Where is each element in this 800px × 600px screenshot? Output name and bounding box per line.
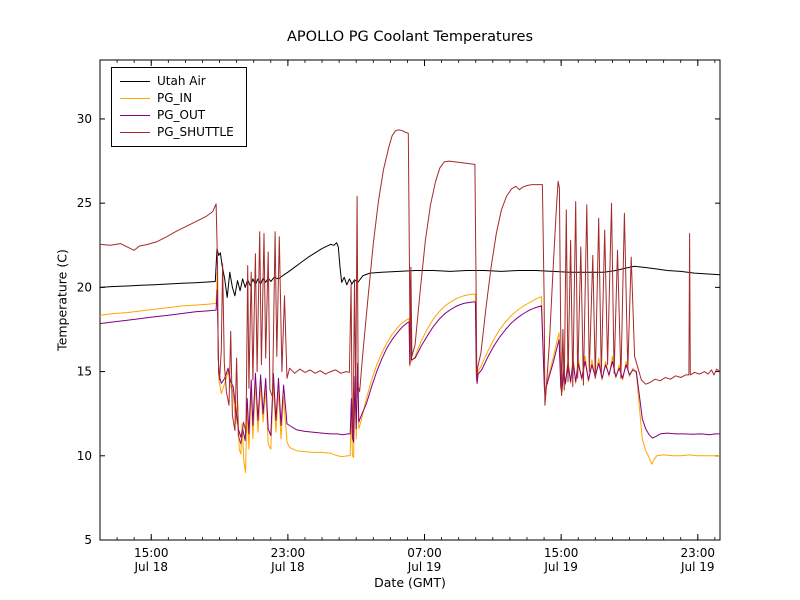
- series-pg-out: [99, 280, 720, 443]
- x-tick-date-label: Jul 19: [407, 560, 442, 574]
- legend-item-utah-air: Utah Air: [120, 73, 234, 90]
- legend-line-pg-out: [120, 115, 150, 116]
- y-tick-label: 20: [77, 280, 92, 294]
- y-tick-label: 10: [77, 449, 92, 463]
- legend-label: PG_IN: [157, 91, 193, 105]
- x-axis-label: Date (GMT): [374, 575, 446, 590]
- legend: Utah Air PG_IN PG_OUT PG_SHUTTLE: [111, 67, 247, 147]
- x-tick-time-label: 15:00: [544, 546, 579, 560]
- legend-line-pg-in: [120, 98, 150, 99]
- legend-label: PG_SHUTTLE: [157, 125, 234, 139]
- legend-item-pg-in: PG_IN: [120, 90, 234, 107]
- series-pg-shuttle: [99, 129, 721, 445]
- plot-border: [99, 59, 721, 541]
- x-tick-date-label: Jul 19: [680, 560, 715, 574]
- y-tick-label: 30: [77, 112, 92, 126]
- x-tick-date-label: Jul 18: [133, 560, 168, 574]
- legend-item-pg-shuttle: PG_SHUTTLE: [120, 124, 234, 141]
- legend-label: PG_OUT: [157, 108, 206, 122]
- y-tick-label: 15: [77, 365, 92, 379]
- y-tick-label: 5: [84, 533, 92, 547]
- legend-label: Utah Air: [157, 74, 206, 88]
- chart-title: APOLLO PG Coolant Temperatures: [287, 29, 533, 45]
- legend-line-pg-shuttle: [120, 132, 150, 133]
- x-tick-date-label: Jul 19: [543, 560, 578, 574]
- x-tick-time-label: 07:00: [407, 546, 442, 560]
- y-axis-label: Temperature (C): [54, 249, 70, 351]
- x-tick-time-label: 23:00: [680, 546, 715, 560]
- y-tick-label: 25: [77, 196, 92, 210]
- x-tick-time-label: 23:00: [271, 546, 306, 560]
- x-tick-date-label: Jul 18: [270, 560, 305, 574]
- legend-item-pg-out: PG_OUT: [120, 107, 234, 124]
- legend-line-utah-air: [120, 81, 150, 82]
- x-tick-time-label: 15:00: [134, 546, 169, 560]
